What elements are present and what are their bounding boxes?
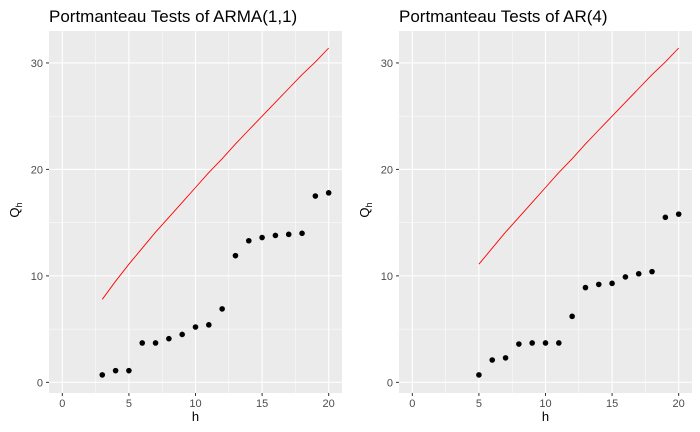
q-statistic-point [529,340,535,346]
chart-arma11: 0 5 10 15 20 0 10 20 30 h Qh Portmanteau Tests of A… [7,7,342,424]
q-statistic-point [99,372,106,378]
critical-value-line [101,47,330,300]
chart-title: Portmanteau Tests of AR(4) [399,7,608,26]
q-statistic-point [489,357,496,363]
q-statistic-point [649,268,655,275]
q-statistic-point [622,274,629,280]
x-tick-label: 15 [256,398,268,410]
q-statistic-point [675,211,682,217]
x-tick-label: 10 [539,398,551,410]
y-axis-title: Qh [7,202,24,217]
y-tick-label: 30 [381,58,393,70]
q-statistic-point [325,190,332,196]
x-axis-title: h [192,409,199,424]
chart-title: Portmanteau Tests of ARMA(1,1) [49,7,297,26]
x-tick-label: 15 [606,398,618,410]
q-statistic-point [166,335,172,342]
q-statistic-point [206,322,212,328]
q-statistic-point [595,281,602,288]
q-statistic-point [542,340,549,346]
x-tick-label: 10 [189,398,201,410]
q-statistic-point [259,234,265,241]
y-tick-label: 0 [37,377,43,389]
q-statistic-point [635,270,642,277]
q-statistic-point [232,252,239,259]
x-tick-label: 5 [476,398,482,410]
q-statistic-point [152,340,159,346]
q-statistic-point [299,230,305,237]
q-statistic-point [502,355,509,361]
y-tick-label: 0 [387,377,393,389]
q-statistic-point [662,214,669,221]
x-tick-label: 20 [673,398,685,410]
x-tick-label: 20 [323,398,335,410]
x-axis-title: h [542,409,549,424]
y-tick-label: 20 [381,164,393,176]
q-statistic-point [569,313,575,320]
q-statistic-point [245,237,252,244]
q-statistic-point [139,340,146,346]
critical-value-line [478,47,680,265]
y-tick-label: 10 [31,271,43,283]
chart-ar4: 0 5 10 15 20 0 10 20 30 h Qh Portmanteau Tests of A… [357,7,692,424]
x-tick-label: 0 [59,398,65,410]
q-statistic-point [126,367,132,374]
q-statistic-point [556,340,562,346]
q-statistic-point [272,232,279,239]
q-statistic-point [312,193,319,199]
y-axis-title: Qh [357,202,374,217]
y-tick-label: 20 [31,164,43,176]
x-tick-label: 5 [126,398,132,410]
q-statistic-point [192,324,199,330]
q-statistic-point [179,331,185,338]
q-statistic-point [285,231,292,238]
q-statistic-point [112,367,119,374]
q-statistic-point [582,284,589,291]
y-tick-label: 10 [381,271,393,283]
q-statistic-point [476,372,482,378]
y-tick-label: 30 [31,58,43,70]
x-tick-label: 0 [409,398,415,410]
q-statistic-point [516,341,522,347]
q-statistic-point [609,280,615,287]
q-statistic-point [219,306,225,312]
